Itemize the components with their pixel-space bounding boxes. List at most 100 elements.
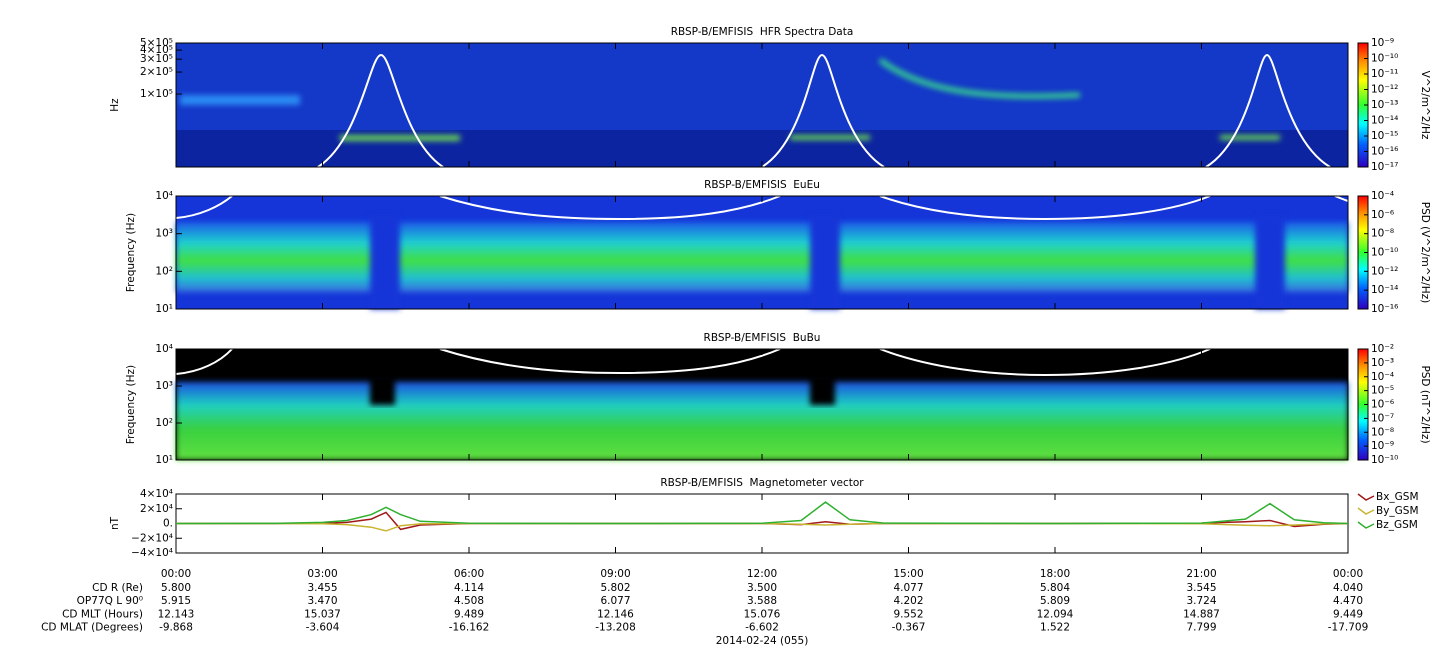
colorbar-tick-label: 10⁻¹⁵ (1371, 130, 1398, 142)
series-line (175, 501, 1349, 525)
y-axis-label: Frequency (Hz) (125, 365, 137, 444)
ephemeris-value: -13.208 (595, 622, 636, 634)
colorbar-tick-label: 10⁻⁸ (1371, 228, 1394, 240)
ephemeris-value: -3.604 (306, 622, 340, 634)
ephemeris-value: 12.146 (597, 608, 634, 620)
y-tick-label: 2×10⁵ (140, 66, 173, 78)
y-tick-label: −2×10⁴ (131, 532, 173, 544)
panel-title: RBSP-B/EMFISIS HFR Spectra Data (671, 26, 854, 38)
y-tick-label: 0. (163, 518, 173, 530)
panel-title: RBSP-B/EMFISIS EuEu (704, 179, 820, 191)
legend-swatch (1357, 493, 1375, 501)
x-tick-label: 15:00 (893, 568, 923, 580)
legend-swatch (1357, 521, 1375, 529)
y-tick-label: 5×10⁵ (140, 37, 173, 49)
colorbar-label: PSD (V^2/m^2/Hz) (1419, 202, 1431, 303)
ephemeris-value: 12.094 (1037, 608, 1074, 620)
y-axis-label: nT (109, 516, 121, 530)
y-tick-label: 1×10⁵ (140, 88, 173, 100)
colorbar-label: V^2/m^2/Hz (1419, 71, 1431, 140)
ephemeris-value: 1.522 (1040, 622, 1070, 634)
ephemeris-value: -6.602 (745, 622, 779, 634)
colorbar-tick-label: 10⁻⁵ (1371, 385, 1394, 397)
y-tick-label: 10² (155, 265, 173, 277)
ephemeris-value: 5.802 (600, 582, 630, 594)
ephemeris-value: 9.449 (1333, 608, 1363, 620)
colorbar-tick-label: 10⁻¹⁰ (1371, 53, 1398, 65)
x-tick-label: 18:00 (1040, 568, 1070, 580)
x-tick-label: 03:00 (307, 568, 337, 580)
ephemeris-value: 3.470 (307, 595, 337, 607)
ephemeris-value: -16.162 (449, 622, 490, 634)
colorbar-tick-label: 10⁻¹⁷ (1371, 161, 1398, 173)
colorbar-tick-label: 10⁻⁶ (1371, 209, 1394, 221)
legend-swatch (1357, 507, 1375, 515)
ephemeris-value: 4.114 (454, 582, 484, 594)
legend-label: By_GSM (1376, 505, 1419, 517)
y-tick-label: 10² (155, 417, 173, 429)
ephemeris-value: 4.508 (454, 595, 484, 607)
x-tick-label: 00:00 (161, 568, 191, 580)
y-tick-label: 10⁴ (155, 190, 173, 202)
y-tick-label: 10¹ (155, 454, 173, 466)
ephemeris-value: 9.489 (454, 608, 484, 620)
colorbar-tick-label: 10⁻¹⁶ (1371, 303, 1398, 315)
colorbar-tick-label: 10⁻¹⁰ (1371, 454, 1398, 466)
ephemeris-value: -17.709 (1328, 622, 1369, 634)
colorbar-tick-label: 10⁻¹⁶ (1371, 146, 1398, 158)
ephemeris-value: 4.077 (893, 582, 923, 594)
colorbar-tick-label: 10⁻⁴ (1371, 190, 1394, 202)
spectrogram-image (175, 43, 1349, 460)
colorbar-tick-label: 10⁻⁸ (1371, 426, 1394, 438)
series-line (176, 511, 1349, 531)
y-tick-label: 10⁴ (155, 343, 173, 355)
colorbar-tick-label: 10⁻¹⁴ (1371, 115, 1398, 127)
ephemeris-value: 3.588 (747, 595, 777, 607)
colorbar-tick-label: 10⁻¹² (1371, 265, 1398, 277)
y-tick-label: 10³ (155, 228, 173, 240)
ephemeris-value: 12.143 (158, 608, 195, 620)
ephemeris-value: 4.202 (893, 595, 923, 607)
ephemeris-value: 4.040 (1333, 582, 1363, 594)
colorbar-tick-label: 10⁻¹² (1371, 84, 1398, 96)
y-tick-label: 10³ (155, 380, 173, 392)
ephemeris-value: -0.367 (892, 622, 926, 634)
colorbar-tick-label: 10⁻⁹ (1371, 37, 1394, 49)
colorbar-tick-label: 10⁻³ (1371, 357, 1394, 369)
y-tick-label: 2×10⁴ (140, 503, 173, 515)
x-tick-label: 00:00 (1333, 568, 1363, 580)
ephemeris-value: -9.868 (159, 622, 193, 634)
legend-label: Bx_GSM (1376, 491, 1419, 503)
colorbar-label: PSD (nT^2/Hz) (1419, 365, 1431, 443)
ephemeris-value: 3.545 (1186, 582, 1216, 594)
colorbar-tick-label: 10⁻¹⁴ (1371, 284, 1398, 296)
y-tick-label: 10¹ (155, 303, 173, 315)
y-tick-label: 3×10⁵ (140, 53, 173, 65)
y-tick-label: −4×10⁴ (131, 547, 173, 559)
date-label: 2014-02-24 (055) (716, 635, 809, 647)
ephemeris-value: 5.809 (1040, 595, 1070, 607)
ephemeris-value: 3.500 (747, 582, 777, 594)
x-tick-label: 06:00 (454, 568, 484, 580)
colorbar-tick-label: 10⁻¹³ (1371, 99, 1398, 111)
y-tick-label: 4×10⁴ (140, 488, 173, 500)
ephemeris-value: 6.077 (600, 595, 630, 607)
y-axis-label: Frequency (Hz) (125, 213, 137, 292)
ephemeris-value: 5.804 (1040, 582, 1070, 594)
ephemeris-value: 15.076 (744, 608, 781, 620)
ephemeris-value: 15.037 (304, 608, 341, 620)
colorbar-tick-label: 10⁻¹⁰ (1371, 247, 1398, 259)
ephemeris-label: CD MLAT (Degrees) (41, 622, 143, 634)
x-tick-label: 09:00 (600, 568, 630, 580)
colorbar-tick-label: 10⁻⁴ (1371, 371, 1394, 383)
y-tick-label: 4×10⁵ (140, 44, 173, 56)
ephemeris-value: 5.800 (161, 582, 191, 594)
ephemeris-value: 3.455 (307, 582, 337, 594)
colorbar-tick-label: 10⁻⁷ (1371, 412, 1394, 424)
ephemeris-label: CD MLT (Hours) (62, 608, 143, 620)
y-axis-label: Hz (109, 98, 121, 112)
ephemeris-label: CD R (Re) (92, 582, 143, 594)
ephemeris-value: 14.887 (1183, 608, 1220, 620)
